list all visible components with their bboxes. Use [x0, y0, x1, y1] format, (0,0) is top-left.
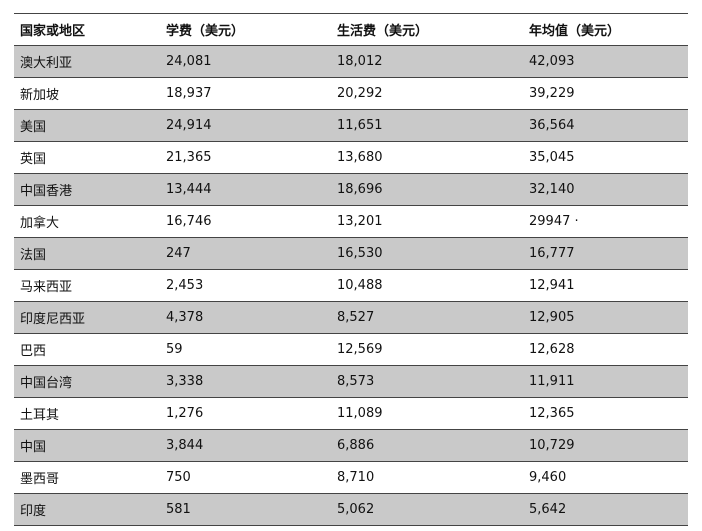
table-cell: 12,941: [523, 269, 688, 302]
table-row: 美国 24,914 11,651 36,564: [14, 109, 688, 142]
table-cell: 英国: [14, 141, 160, 174]
table-cell: 12,905: [523, 301, 688, 334]
table-cell: 24,081: [160, 45, 331, 78]
table-cell: 39,229: [523, 77, 688, 110]
table-row: 中国 3,844 6,886 10,729: [14, 429, 688, 462]
table-cell: 中国台湾: [14, 365, 160, 398]
header-cell: 生活费（美元）: [331, 13, 523, 46]
table-cell: 加拿大: [14, 205, 160, 238]
table-cell: 中国香港: [14, 173, 160, 206]
header-cell: 年均值（美元）: [523, 13, 688, 46]
table-row: 马来西亚 2,453 10,488 12,941: [14, 269, 688, 302]
table-cell: 3,844: [160, 429, 331, 462]
table-cell: 18,937: [160, 77, 331, 110]
table-cell: 16,746: [160, 205, 331, 238]
table-cell: 36,564: [523, 109, 688, 142]
table-cell: 11,089: [331, 397, 523, 430]
table-cell: 土耳其: [14, 397, 160, 430]
table-cell: 5,062: [331, 493, 523, 526]
table-cell: 中国: [14, 429, 160, 462]
table-cell: 32,140: [523, 173, 688, 206]
table-row: 中国香港 13,444 18,696 32,140: [14, 173, 688, 206]
table-cell: 750: [160, 461, 331, 494]
table-row: 巴西 59 12,569 12,628: [14, 333, 688, 366]
table-cell: 印度: [14, 493, 160, 526]
table-cell: 42,093: [523, 45, 688, 78]
table-cell: 24,914: [160, 109, 331, 142]
header-row: 国家或地区 学费（美元） 生活费（美元） 年均值（美元）: [14, 13, 688, 46]
table-cell: 12,365: [523, 397, 688, 430]
header-cell: 国家或地区: [14, 13, 160, 46]
table-cell: 10,488: [331, 269, 523, 302]
table-cell: 5,642: [523, 493, 688, 526]
table-cell: 13,444: [160, 173, 331, 206]
table-cell: 13,201: [331, 205, 523, 238]
table-cell: 581: [160, 493, 331, 526]
table-header: 国家或地区 学费（美元） 生活费（美元） 年均值（美元）: [14, 13, 688, 46]
table-cell: 29947 ·: [523, 205, 688, 238]
table-row: 中国台湾 3,338 8,573 11,911: [14, 365, 688, 398]
table-cell: 6,886: [331, 429, 523, 462]
table-row: 加拿大 16,746 13,201 29947 ·: [14, 205, 688, 238]
table-cell: 21,365: [160, 141, 331, 174]
table-cell: 巴西: [14, 333, 160, 366]
table-cell: 35,045: [523, 141, 688, 174]
table-body: 澳大利亚 24,081 18,012 42,093 新加坡 18,937 20,292 39,…: [14, 45, 688, 526]
table-cell: 美国: [14, 109, 160, 142]
header-cell: 学费（美元）: [160, 13, 331, 46]
table-cell: 12,628: [523, 333, 688, 366]
table-cell: 3,338: [160, 365, 331, 398]
table-row: 印度尼西亚 4,378 8,527 12,905: [14, 301, 688, 334]
table-cell: 16,530: [331, 237, 523, 270]
table-cell: 247: [160, 237, 331, 270]
table-row: 法国 247 16,530 16,777: [14, 237, 688, 270]
table-cell: 20,292: [331, 77, 523, 110]
table-cell: 11,911: [523, 365, 688, 398]
table-cell: 12,569: [331, 333, 523, 366]
table-cell: 1,276: [160, 397, 331, 430]
table-row: 墨西哥 750 8,710 9,460: [14, 461, 688, 494]
table-cell: 澳大利亚: [14, 45, 160, 78]
data-table: 国家或地区 学费（美元） 生活费（美元） 年均值（美元） 澳大利亚 24,081 18,0…: [14, 13, 688, 526]
table-cell: 马来西亚: [14, 269, 160, 302]
table-cell: 10,729: [523, 429, 688, 462]
table-row: 印度 581 5,062 5,642: [14, 493, 688, 526]
table-cell: 法国: [14, 237, 160, 270]
table-cell: 墨西哥: [14, 461, 160, 494]
table-cell: 13,680: [331, 141, 523, 174]
table-cell: 18,012: [331, 45, 523, 78]
table-cell: 新加坡: [14, 77, 160, 110]
table-row: 新加坡 18,937 20,292 39,229: [14, 77, 688, 110]
table-cell: 8,573: [331, 365, 523, 398]
table-row: 澳大利亚 24,081 18,012 42,093: [14, 45, 688, 78]
table-cell: 11,651: [331, 109, 523, 142]
table-cell: 4,378: [160, 301, 331, 334]
table-cell: 18,696: [331, 173, 523, 206]
table-row: 土耳其 1,276 11,089 12,365: [14, 397, 688, 430]
table-cell: 2,453: [160, 269, 331, 302]
table-cell: 8,710: [331, 461, 523, 494]
table-cell: 16,777: [523, 237, 688, 270]
table-cell: 9,460: [523, 461, 688, 494]
table-cell: 8,527: [331, 301, 523, 334]
table-cell: 59: [160, 333, 331, 366]
table-row: 英国 21,365 13,680 35,045: [14, 141, 688, 174]
table-cell: 印度尼西亚: [14, 301, 160, 334]
